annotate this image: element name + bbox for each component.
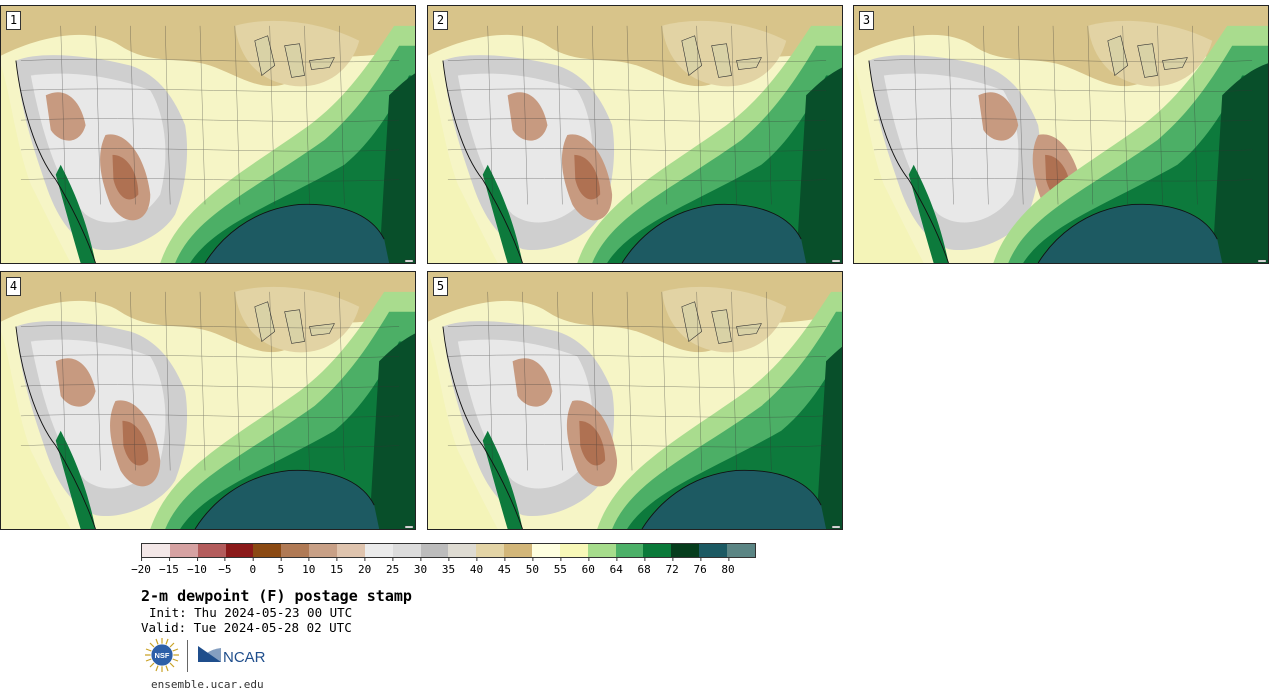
panel-number: 4 (6, 277, 21, 296)
colorbar-swatch (169, 544, 198, 557)
dewpoint-map (428, 272, 842, 529)
colorbar-tick-label: 20 (358, 557, 371, 576)
colorbar-swatch (671, 544, 700, 557)
colorbar-swatch (476, 544, 505, 557)
colorbar-swatch (615, 544, 644, 557)
colorbar-swatch (587, 544, 616, 557)
map-panel-3: 3 (853, 5, 1269, 264)
colorbar-swatch (281, 544, 310, 557)
colorbar (141, 543, 756, 558)
colorbar-tick-label: 68 (638, 557, 651, 576)
dewpoint-map (854, 6, 1268, 263)
colorbar-tick-label: 50 (526, 557, 539, 576)
map-panel-2: 2 (427, 5, 843, 264)
ncar-logo: NCAR (198, 646, 266, 666)
colorbar-tick-label: 0 (250, 557, 256, 576)
nsf-logo: NSF (145, 638, 179, 672)
colorbar-swatch (225, 544, 254, 557)
colorbar-tick-label: −10 (187, 557, 207, 576)
colorbar-tick-label: −15 (159, 557, 179, 576)
colorbar-swatch (197, 544, 226, 557)
map-panel-5: 5 (427, 271, 843, 530)
colorbar-tick-label: −20 (131, 557, 151, 576)
colorbar-swatch (309, 544, 338, 557)
figure-title: 2-m dewpoint (F) postage stamp (141, 587, 412, 605)
colorbar-tick-label: 25 (386, 557, 399, 576)
colorbar-tick-label: 40 (470, 557, 483, 576)
colorbar-tick-label: 72 (666, 557, 679, 576)
colorbar-swatch (504, 544, 533, 557)
init-time: Init: Thu 2024-05-23 00 UTC (149, 605, 353, 620)
colorbar-tick-label: 30 (414, 557, 427, 576)
website-url: ensemble.ucar.edu (151, 678, 264, 691)
colorbar-swatch (448, 544, 477, 557)
map-panel-1: 1 (0, 5, 416, 264)
colorbar-swatch (420, 544, 449, 557)
colorbar-tick-label: 35 (442, 557, 455, 576)
dewpoint-map (1, 6, 415, 263)
dewpoint-map (428, 6, 842, 263)
colorbar-tick-label: 64 (610, 557, 623, 576)
colorbar-ticks: −20 −15 −10 −5 0 5 10 15 20 25 30 35 40 45 50 55 60 64 68 7… (131, 557, 756, 577)
colorbar-swatch (643, 544, 672, 557)
colorbar-tick-label: −5 (218, 557, 231, 576)
colorbar-swatch (559, 544, 588, 557)
colorbar-tick-label: 60 (582, 557, 595, 576)
ncar-logo-text: NCAR (223, 649, 266, 666)
colorbar-swatch (364, 544, 393, 557)
colorbar-tick-label: 5 (277, 557, 284, 576)
panel-number: 5 (433, 277, 448, 296)
colorbar-swatch (699, 544, 728, 557)
colorbar-swatch (253, 544, 282, 557)
panel-number: 2 (433, 11, 448, 30)
panel-number: 1 (6, 11, 21, 30)
colorbar-tick-label: 15 (330, 557, 343, 576)
colorbar-tick-label: 45 (498, 557, 511, 576)
colorbar-tick-label: 55 (554, 557, 567, 576)
colorbar-swatch (142, 544, 170, 557)
colorbar-tick-label: 10 (302, 557, 315, 576)
valid-time: Valid: Tue 2024-05-28 02 UTC (141, 620, 352, 635)
map-panel-4: 4 (0, 271, 416, 530)
logo-divider (187, 640, 188, 672)
colorbar-tick-label: 80 (721, 557, 735, 576)
colorbar-tick-label: 76 (693, 557, 707, 576)
colorbar-swatch (727, 544, 755, 557)
colorbar-swatch (337, 544, 365, 557)
panel-number: 3 (859, 11, 874, 30)
colorbar-swatch (532, 544, 560, 557)
colorbar-swatch (392, 544, 421, 557)
nsf-logo-text: NSF (155, 651, 170, 660)
dewpoint-map (1, 272, 415, 529)
